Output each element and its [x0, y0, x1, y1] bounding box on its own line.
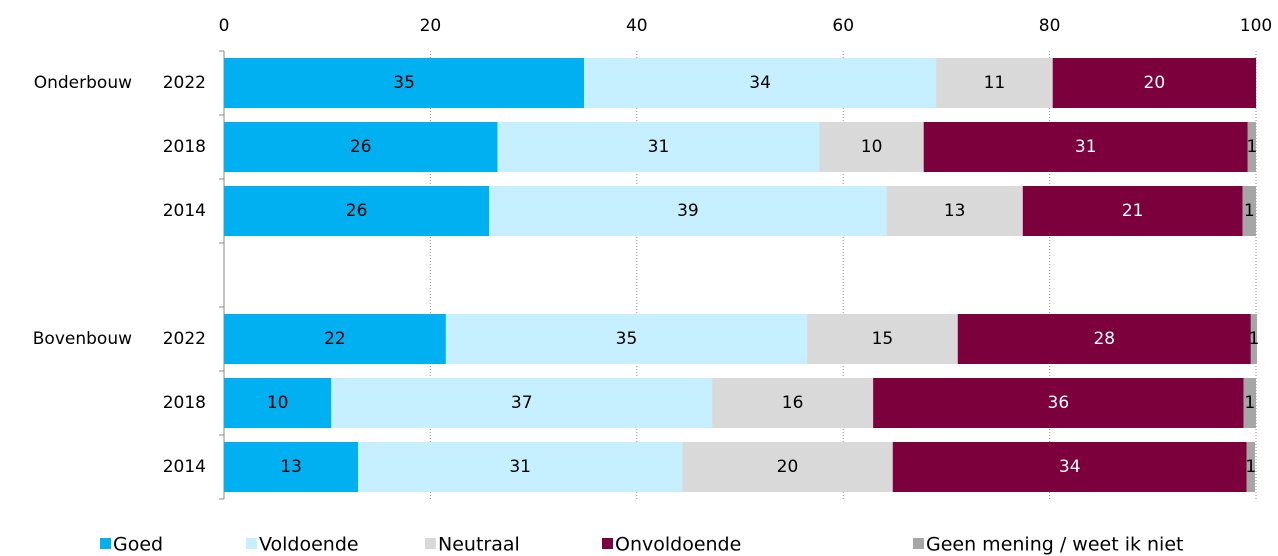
- data-label: 21: [1122, 201, 1144, 221]
- group-label: Bovenbouw: [33, 329, 132, 349]
- bar-segment: [1242, 186, 1256, 236]
- bar-segment: [1250, 314, 1258, 364]
- legend-label: Onvoldoende: [615, 534, 741, 556]
- data-label: 37: [511, 393, 533, 413]
- legend-swatch: [246, 538, 257, 549]
- data-label: 15: [872, 329, 894, 349]
- legend-label: Goed: [113, 534, 163, 556]
- data-label: 26: [346, 201, 368, 221]
- legend-swatch: [425, 538, 436, 549]
- bar-segment: [224, 58, 585, 108]
- bar-segment: [224, 314, 446, 364]
- y-tick-label: 2018: [163, 393, 206, 413]
- y-tick-label: 2018: [163, 137, 206, 157]
- bar-segment: [331, 378, 713, 428]
- data-label: 35: [616, 329, 638, 349]
- bar-segment: [224, 122, 498, 172]
- bar-segment: [489, 186, 887, 236]
- bar-segment: [224, 442, 359, 492]
- legend-label: Neutraal: [438, 534, 520, 556]
- x-tick-label: 0: [219, 16, 230, 36]
- bar-segment: [1022, 186, 1243, 236]
- data-label: 11: [984, 73, 1006, 93]
- bar-segment: [873, 378, 1244, 428]
- bar-segment: [819, 122, 924, 172]
- data-label: 39: [677, 201, 699, 221]
- x-tick-label: 80: [1039, 16, 1061, 36]
- x-tick-label: 40: [626, 16, 648, 36]
- bar-segment: [936, 58, 1053, 108]
- x-tick-label: 20: [420, 16, 442, 36]
- bar-segment: [584, 58, 937, 108]
- data-label: 34: [1059, 457, 1081, 477]
- data-label: 26: [350, 137, 372, 157]
- data-label: 1: [1244, 201, 1255, 221]
- legend-label: Geen mening / weet ik niet: [926, 534, 1183, 556]
- bar-segment: [957, 314, 1251, 364]
- data-label: 13: [280, 457, 302, 477]
- data-label: 1: [1245, 457, 1256, 477]
- bar-segment: [497, 122, 820, 172]
- bar-segment: [807, 314, 958, 364]
- bar-segment: [682, 442, 893, 492]
- data-label: 28: [1093, 329, 1115, 349]
- y-tick-label: 2014: [163, 201, 206, 221]
- y-tick-label: 2022: [163, 329, 206, 349]
- legend-swatch: [100, 538, 111, 549]
- data-label: 35: [393, 73, 415, 93]
- data-label: 31: [1075, 137, 1097, 157]
- bar-segment: [1247, 122, 1256, 172]
- x-tick-label: 100: [1240, 16, 1272, 36]
- bar-segment: [224, 378, 332, 428]
- bar-segment: [712, 378, 874, 428]
- data-label: 10: [267, 393, 289, 413]
- bar-segment: [445, 314, 808, 364]
- x-tick-label: 60: [832, 16, 854, 36]
- data-label: 13: [944, 201, 966, 221]
- data-label: 16: [782, 393, 804, 413]
- data-label: 20: [1144, 73, 1166, 93]
- data-label: 1: [1246, 137, 1257, 157]
- y-tick-label: 2014: [163, 457, 206, 477]
- bar-segment: [886, 186, 1023, 236]
- group-label: Onderbouw: [34, 73, 132, 93]
- data-label: 34: [749, 73, 771, 93]
- legend-swatch: [913, 538, 924, 549]
- data-label: 1: [1244, 393, 1255, 413]
- bar-segment: [1243, 378, 1256, 428]
- bar-segment: [892, 442, 1247, 492]
- data-label: 1: [1249, 329, 1260, 349]
- data-label: 10: [861, 137, 883, 157]
- bar-segment: [224, 186, 490, 236]
- legend-label: Voldoende: [259, 534, 359, 556]
- data-label: 31: [509, 457, 531, 477]
- data-label: 22: [324, 329, 346, 349]
- bar-segment: [1246, 442, 1255, 492]
- y-tick-label: 2022: [163, 73, 206, 93]
- data-label: 31: [648, 137, 670, 157]
- bar-segment: [923, 122, 1248, 172]
- data-label: 20: [777, 457, 799, 477]
- bar-segment: [1052, 58, 1256, 108]
- legend-swatch: [602, 538, 613, 549]
- bar-segment: [358, 442, 683, 492]
- data-label: 36: [1048, 393, 1070, 413]
